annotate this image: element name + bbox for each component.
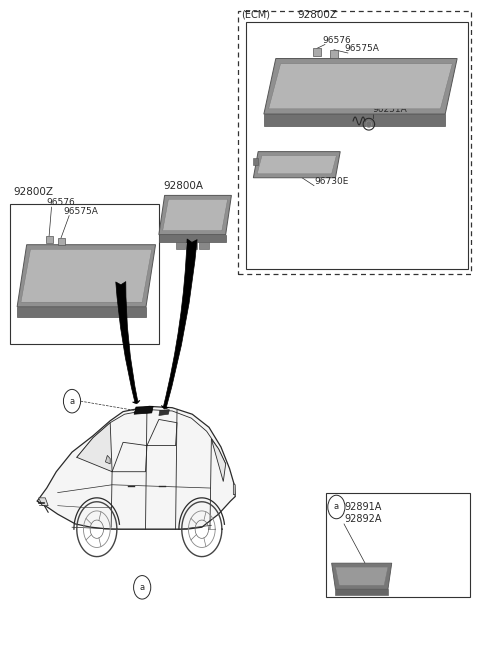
Text: 92891A: 92891A [344,502,382,512]
Text: 96576: 96576 [322,35,351,45]
Polygon shape [199,243,209,249]
Polygon shape [257,155,336,174]
Polygon shape [312,49,321,56]
Polygon shape [21,249,152,302]
Polygon shape [253,152,340,178]
Text: 96575A: 96575A [63,207,98,216]
Polygon shape [332,563,392,589]
Polygon shape [37,406,235,529]
Polygon shape [233,483,235,495]
Polygon shape [330,50,338,58]
Polygon shape [269,64,452,109]
Text: (ECM): (ECM) [241,10,270,20]
Polygon shape [159,235,226,243]
Polygon shape [77,422,112,472]
Text: 92892A: 92892A [344,514,382,524]
Polygon shape [106,455,110,464]
Text: a: a [334,502,339,512]
Polygon shape [58,238,65,245]
Text: 96730E: 96730E [314,176,348,186]
Polygon shape [159,409,169,415]
Text: 96251A: 96251A [372,105,408,113]
Polygon shape [211,439,226,482]
Polygon shape [163,199,228,231]
Polygon shape [38,498,48,506]
Text: 96576: 96576 [47,198,75,207]
Text: 92800Z: 92800Z [297,10,337,20]
Polygon shape [159,195,231,235]
Text: 96575A: 96575A [344,44,379,53]
Text: 92800A: 92800A [164,181,204,191]
Polygon shape [46,236,53,243]
Polygon shape [134,406,153,414]
Text: 92800Z: 92800Z [13,188,53,197]
Text: a: a [70,397,74,405]
Polygon shape [336,589,388,594]
Polygon shape [336,567,388,585]
Text: a: a [140,583,145,592]
Polygon shape [188,243,197,249]
Polygon shape [17,307,146,317]
Polygon shape [264,58,457,114]
Polygon shape [176,243,185,249]
Polygon shape [253,158,258,165]
Polygon shape [264,114,445,126]
Polygon shape [17,245,156,307]
